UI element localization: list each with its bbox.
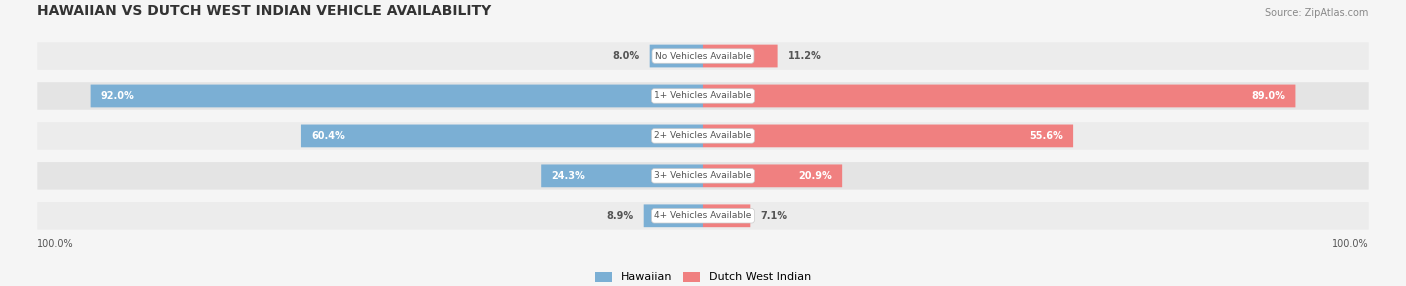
FancyBboxPatch shape <box>703 45 778 67</box>
Text: 2+ Vehicles Available: 2+ Vehicles Available <box>654 131 752 140</box>
Text: 4+ Vehicles Available: 4+ Vehicles Available <box>654 211 752 220</box>
Text: No Vehicles Available: No Vehicles Available <box>655 51 751 61</box>
Text: 20.9%: 20.9% <box>799 171 832 181</box>
Text: 11.2%: 11.2% <box>787 51 821 61</box>
Text: Source: ZipAtlas.com: Source: ZipAtlas.com <box>1265 8 1368 18</box>
Text: 3+ Vehicles Available: 3+ Vehicles Available <box>654 171 752 180</box>
Text: 60.4%: 60.4% <box>311 131 344 141</box>
Legend: Hawaiian, Dutch West Indian: Hawaiian, Dutch West Indian <box>595 272 811 283</box>
Text: 24.3%: 24.3% <box>551 171 585 181</box>
FancyBboxPatch shape <box>703 85 1295 107</box>
Text: 100.0%: 100.0% <box>38 239 75 249</box>
Text: 92.0%: 92.0% <box>101 91 135 101</box>
Text: 100.0%: 100.0% <box>1331 239 1368 249</box>
FancyBboxPatch shape <box>703 204 751 227</box>
FancyBboxPatch shape <box>644 204 703 227</box>
Text: 89.0%: 89.0% <box>1251 91 1285 101</box>
FancyBboxPatch shape <box>38 82 1368 110</box>
FancyBboxPatch shape <box>90 85 703 107</box>
Text: 7.1%: 7.1% <box>761 211 787 221</box>
FancyBboxPatch shape <box>703 164 842 187</box>
FancyBboxPatch shape <box>650 45 703 67</box>
FancyBboxPatch shape <box>301 124 703 147</box>
FancyBboxPatch shape <box>38 202 1368 230</box>
FancyBboxPatch shape <box>703 124 1073 147</box>
FancyBboxPatch shape <box>38 162 1368 190</box>
Text: HAWAIIAN VS DUTCH WEST INDIAN VEHICLE AVAILABILITY: HAWAIIAN VS DUTCH WEST INDIAN VEHICLE AV… <box>38 4 492 18</box>
FancyBboxPatch shape <box>38 122 1368 150</box>
Text: 1+ Vehicles Available: 1+ Vehicles Available <box>654 92 752 100</box>
FancyBboxPatch shape <box>541 164 703 187</box>
Text: 8.0%: 8.0% <box>613 51 640 61</box>
Text: 8.9%: 8.9% <box>606 211 634 221</box>
FancyBboxPatch shape <box>38 42 1368 70</box>
Text: 55.6%: 55.6% <box>1029 131 1063 141</box>
